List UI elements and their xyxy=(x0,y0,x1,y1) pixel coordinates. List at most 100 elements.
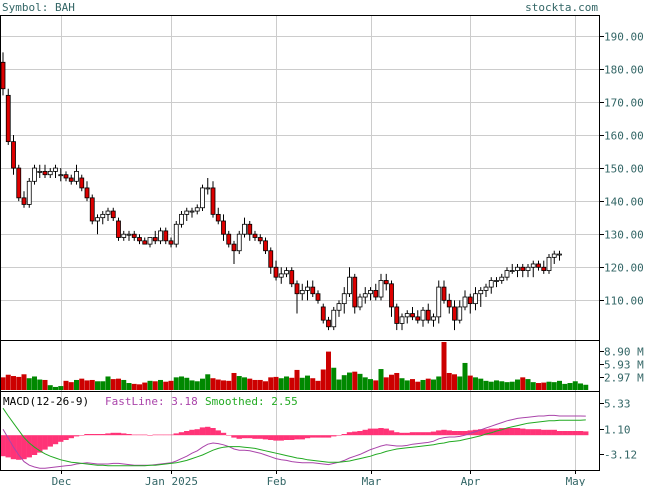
macd-histogram-bar xyxy=(583,431,589,436)
volume-bar xyxy=(509,381,515,390)
candle-body xyxy=(21,197,27,205)
macd-histogram-bar xyxy=(58,435,64,442)
volume-bar xyxy=(257,379,263,390)
macd-histogram-bar xyxy=(268,435,274,440)
candle-body xyxy=(278,273,284,278)
candle-body xyxy=(200,187,205,209)
candle-body xyxy=(95,217,100,222)
volume-bar xyxy=(373,380,379,390)
volume-bar xyxy=(504,382,510,390)
macd-histogram-bar xyxy=(388,430,395,436)
macd-histogram-bar xyxy=(84,434,90,436)
candle-body xyxy=(16,167,22,199)
macd-histogram-bar xyxy=(472,429,479,436)
volume-bar xyxy=(126,383,132,390)
volume-bar xyxy=(336,379,342,390)
candle-body xyxy=(110,210,116,219)
candle-body xyxy=(252,233,258,238)
volume-bar xyxy=(37,379,43,390)
candle-body xyxy=(378,280,384,298)
macd-histogram-bar xyxy=(199,427,206,436)
candle-body xyxy=(231,243,237,252)
candle-body xyxy=(347,276,352,295)
volume-bar xyxy=(278,378,284,390)
candle-body xyxy=(520,266,526,271)
volume-bar xyxy=(557,380,562,390)
macd-histogram-bar xyxy=(205,426,211,436)
candle-body xyxy=(320,306,326,321)
volume-bar xyxy=(79,378,85,390)
macd-histogram-bar xyxy=(535,429,542,436)
macd-histogram-bar xyxy=(142,434,148,436)
price-tick-label: 160.00 xyxy=(604,130,644,143)
macd-histogram-bar xyxy=(462,431,468,436)
candle-body xyxy=(42,170,48,176)
candle-body xyxy=(273,266,279,278)
macd-tick-label: -3.12 xyxy=(604,449,637,462)
candle-body xyxy=(525,266,531,271)
candle-body xyxy=(263,240,268,252)
candle-body xyxy=(473,293,478,305)
macd-histogram-bar xyxy=(278,435,284,441)
volume-bar xyxy=(189,380,195,390)
volume-bar xyxy=(226,380,232,390)
volume-bar xyxy=(116,378,121,390)
volume-bar xyxy=(152,381,158,390)
grid xyxy=(1,16,600,470)
volume-bar xyxy=(74,379,79,390)
macd-histogram-bar xyxy=(215,430,221,436)
volume-bar xyxy=(26,378,32,390)
candle-body xyxy=(189,210,195,213)
macd-histogram-bar xyxy=(425,432,431,436)
macd-histogram-bar xyxy=(157,434,164,436)
candle-body xyxy=(37,170,43,173)
candle-body xyxy=(499,276,505,281)
candle-body xyxy=(32,167,37,182)
macd-histogram-bar xyxy=(541,429,547,436)
volume-bar xyxy=(368,379,373,390)
volume-bar xyxy=(194,381,200,390)
volume-bar xyxy=(410,379,415,390)
candle-body xyxy=(389,283,394,308)
macd-histogram-bar xyxy=(488,428,494,436)
macd-histogram-bar xyxy=(546,429,552,436)
volume-bar xyxy=(525,379,531,390)
macd-histogram-bar xyxy=(163,434,169,436)
macd-smoothed-line xyxy=(2,407,586,467)
macd-histogram-bar xyxy=(299,435,305,440)
macd-histogram-bar xyxy=(115,432,122,436)
candle-body xyxy=(530,263,536,268)
macd-histogram-bar xyxy=(409,432,416,436)
candle-body xyxy=(158,230,163,242)
volume-bar xyxy=(546,381,552,390)
volume-bar xyxy=(499,381,505,390)
volume-bar xyxy=(221,380,226,390)
macd-panel xyxy=(0,407,589,469)
macd-histogram-bar xyxy=(247,435,253,439)
candle-body xyxy=(336,303,342,311)
macd-histogram-bar xyxy=(509,428,515,436)
volume-bar xyxy=(89,379,95,390)
macd-histogram-bar xyxy=(89,434,95,436)
macd-histogram-bar xyxy=(236,435,242,439)
macd-histogram-bar xyxy=(331,435,337,437)
candle-body xyxy=(425,309,431,321)
candle-body xyxy=(494,280,499,282)
macd-histogram-bar xyxy=(572,431,578,436)
x-tick-label: May xyxy=(566,475,586,486)
candle-body xyxy=(504,270,510,278)
candle-body xyxy=(431,316,436,321)
volume-bar xyxy=(567,383,573,390)
macd-histogram-bar xyxy=(152,434,158,436)
candle-body xyxy=(247,223,253,235)
candle-body xyxy=(179,213,184,225)
candle-body xyxy=(478,290,484,295)
candle-body xyxy=(305,286,310,291)
macd-histogram-bar xyxy=(94,434,101,436)
volume-bar xyxy=(215,379,221,390)
macd-histogram-bar xyxy=(357,431,363,436)
candle-body xyxy=(116,220,121,238)
candle-body xyxy=(63,174,69,179)
price-tick-label: 180.00 xyxy=(604,64,644,77)
macd-histogram-bar xyxy=(16,435,22,460)
